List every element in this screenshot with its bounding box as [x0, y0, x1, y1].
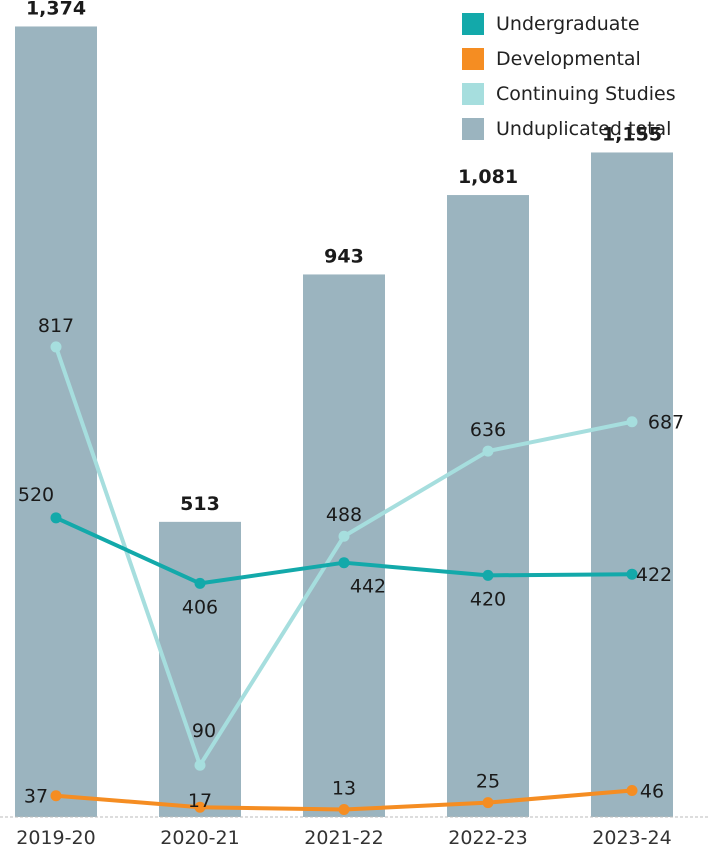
series-point: [626, 416, 638, 428]
legend-swatch: [462, 117, 484, 140]
point-value-label: 687: [648, 412, 684, 434]
point-labels-layer: 817 90 488 636 687 520 406 442 420 422 37 17 13 25 46: [18, 315, 684, 812]
bar-value-label: 1,374: [26, 0, 86, 19]
point-value-label: 37: [24, 786, 48, 808]
point-value-label: 406: [182, 596, 218, 618]
series-point: [338, 557, 350, 569]
point-value-label: 46: [640, 781, 664, 803]
legend-item-unduplicated-total: Unduplicated total: [462, 111, 676, 146]
point-value-label: 422: [636, 564, 672, 586]
series-point: [50, 790, 62, 802]
x-tick-label: 2021-22: [304, 827, 383, 849]
series-point: [482, 569, 494, 581]
legend-swatch: [462, 12, 484, 35]
series-point: [482, 445, 494, 457]
point-value-label: 636: [470, 419, 506, 441]
point-value-label: 817: [38, 315, 74, 337]
point-value-label: 17: [188, 790, 212, 812]
point-value-label: 25: [476, 771, 500, 793]
bar-value-label: 1,155: [602, 123, 662, 145]
series-point: [626, 785, 638, 797]
series-point: [194, 577, 206, 589]
total-bar: [159, 521, 241, 817]
bars-layer: [15, 26, 673, 818]
total-bar: [303, 274, 385, 817]
legend-item-developmental: Developmental: [462, 41, 676, 76]
series-point: [338, 804, 350, 816]
x-tick-label: 2023-24: [592, 827, 671, 849]
series-point: [194, 801, 206, 813]
point-value-label: 442: [350, 576, 386, 598]
x-tick-label: 2019-20: [16, 827, 95, 849]
legend-item-undergraduate: Undergraduate: [462, 6, 676, 41]
x-tick-labels: 2019-20 2020-21 2021-22 2022-23 2023-24: [16, 827, 671, 849]
legend-label: Undergraduate: [496, 12, 640, 35]
series-point: [626, 568, 638, 580]
legend-label: Developmental: [496, 47, 641, 70]
point-value-label: 13: [332, 778, 356, 800]
bar-labels-layer: 1,374 513 943 1,081 1,155: [26, 0, 662, 515]
point-value-label: 520: [18, 484, 54, 506]
series-point: [338, 530, 350, 542]
legend: Undergraduate Developmental Continuing S…: [462, 6, 676, 146]
legend-label: Unduplicated total: [496, 117, 672, 140]
legend-label: Continuing Studies: [496, 82, 676, 105]
bar-value-label: 1,081: [458, 166, 518, 188]
total-bar: [591, 152, 673, 817]
points-layer: [50, 341, 638, 816]
total-bar: [447, 195, 529, 817]
legend-swatch: [462, 82, 484, 105]
total-bar: [15, 26, 97, 818]
bar-value-label: 943: [324, 245, 364, 267]
bar-value-label: 513: [180, 493, 220, 515]
legend-item-continuing-studies: Continuing Studies: [462, 76, 676, 111]
x-tick-label: 2022-23: [448, 827, 527, 849]
point-value-label: 420: [470, 588, 506, 610]
legend-swatch: [462, 47, 484, 70]
series-point: [50, 512, 62, 524]
x-tick-label: 2020-21: [160, 827, 239, 849]
point-value-label: 90: [192, 720, 216, 742]
series-point: [194, 759, 206, 771]
series-point: [50, 341, 62, 353]
series-point: [482, 797, 494, 809]
point-value-label: 488: [326, 504, 362, 526]
